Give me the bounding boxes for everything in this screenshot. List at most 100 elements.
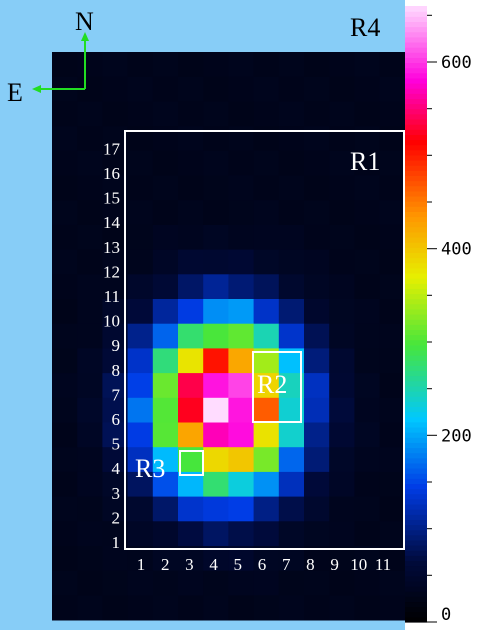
heatmap-cell xyxy=(178,274,204,300)
heatmap-cell xyxy=(102,126,128,152)
heatmap-cell xyxy=(379,496,406,522)
heatmap-cell xyxy=(228,570,254,596)
heatmap-cell xyxy=(228,52,254,78)
heatmap-cell xyxy=(102,101,128,127)
heatmap-cell xyxy=(152,249,179,275)
heatmap-cell xyxy=(152,570,179,596)
heatmap-cell xyxy=(228,274,254,300)
heatmap-cell xyxy=(127,546,154,572)
heatmap-cell xyxy=(77,348,103,374)
heatmap-cell xyxy=(152,323,179,349)
heatmap-cell xyxy=(304,101,330,127)
heatmap-cell xyxy=(354,76,380,102)
heatmap-cell xyxy=(102,299,128,325)
colorbar-segment xyxy=(405,339,427,346)
heatmap-cell xyxy=(253,471,280,497)
heatmap-cell xyxy=(228,76,254,102)
heatmap-cell xyxy=(253,397,280,423)
heatmap-cell xyxy=(77,249,103,275)
heatmap-cell xyxy=(52,422,78,448)
heatmap-cell xyxy=(178,496,204,522)
y-tick-label: 8 xyxy=(112,361,121,380)
heatmap-cell xyxy=(304,422,330,448)
colorbar-segment xyxy=(405,149,427,156)
heatmap-cell xyxy=(203,224,229,250)
heatmap-cell xyxy=(52,200,78,226)
heatmap-cell xyxy=(379,570,406,596)
heatmap-cell xyxy=(178,200,204,226)
heatmap-cell xyxy=(152,397,179,423)
heatmap-cell xyxy=(203,101,229,127)
heatmap-cell xyxy=(127,373,154,399)
heatmap-cell xyxy=(304,323,330,349)
colorbar-segment xyxy=(405,560,427,567)
heatmap-cell xyxy=(52,373,78,399)
colorbar-segment xyxy=(405,319,427,325)
heatmap-cell xyxy=(152,224,179,250)
heatmap-cell xyxy=(178,249,204,275)
heatmap-cell xyxy=(77,126,103,152)
y-tick-label: 9 xyxy=(112,336,121,355)
y-tick-label: 12 xyxy=(103,262,120,281)
heatmap-cell xyxy=(77,52,103,78)
heatmap-cell xyxy=(329,175,355,201)
heatmap-cell xyxy=(102,546,128,572)
heatmap-cell xyxy=(304,546,330,572)
heatmap-cell xyxy=(278,546,305,572)
heatmap-cell xyxy=(77,397,103,423)
colorbar-segment xyxy=(405,524,427,531)
heatmap-cell xyxy=(278,471,305,497)
heatmap-cell xyxy=(304,224,330,250)
heatmap-cell xyxy=(127,175,154,201)
heatmap-cell xyxy=(379,546,406,572)
heatmap-cell xyxy=(354,175,380,201)
colorbar-segment xyxy=(405,426,427,433)
heatmap-cell xyxy=(304,299,330,325)
heatmap-cell xyxy=(228,101,254,127)
heatmap-cell xyxy=(278,447,305,473)
compass-north-label: N xyxy=(75,7,94,36)
colorbar-segment xyxy=(405,124,427,130)
heatmap-cell xyxy=(178,76,204,102)
heatmap-cell xyxy=(152,175,179,201)
heatmap-cell xyxy=(203,274,229,300)
heatmap-cell xyxy=(354,546,380,572)
heatmap-cell xyxy=(278,224,305,250)
heatmap-cell xyxy=(329,546,355,572)
colorbar-segment xyxy=(405,437,427,443)
colorbar-segment xyxy=(405,611,427,618)
heatmap-cell xyxy=(329,52,355,78)
colorbar-segment xyxy=(405,498,427,505)
heatmap-cell xyxy=(329,224,355,250)
colorbar-segment xyxy=(405,478,427,484)
heatmap-cell xyxy=(329,447,355,473)
heatmap-cell xyxy=(228,447,254,473)
heatmap-cell xyxy=(379,150,406,176)
heatmap-cell xyxy=(178,546,204,572)
heatmap-cell xyxy=(102,200,128,226)
heatmap-cell xyxy=(77,496,103,522)
heatmap-cell xyxy=(379,101,406,127)
colorbar-segment xyxy=(405,365,427,372)
colorbar-segment xyxy=(405,267,427,274)
colorbar-segment xyxy=(405,62,427,69)
heatmap-cell xyxy=(102,373,128,399)
colorbar-segment xyxy=(405,596,427,603)
heatmap-cell xyxy=(102,76,128,102)
heatmap-cell xyxy=(329,570,355,596)
region-r1-box xyxy=(124,130,405,550)
heatmap-cell xyxy=(304,274,330,300)
heatmap-cell xyxy=(102,422,128,448)
colorbar-segment xyxy=(405,473,427,479)
heatmap-cell xyxy=(52,546,78,572)
colorbar-segment xyxy=(405,36,427,43)
heatmap-cell xyxy=(253,101,280,127)
heatmap-cell xyxy=(329,348,355,374)
heatmap-cell xyxy=(152,471,179,497)
heatmap-cell xyxy=(127,76,154,102)
heatmap-cell xyxy=(329,299,355,325)
colorbar-segment xyxy=(405,226,427,233)
east-arrowhead-icon xyxy=(32,85,41,93)
heatmap-cell xyxy=(228,422,254,448)
heatmap-cell xyxy=(228,323,254,349)
